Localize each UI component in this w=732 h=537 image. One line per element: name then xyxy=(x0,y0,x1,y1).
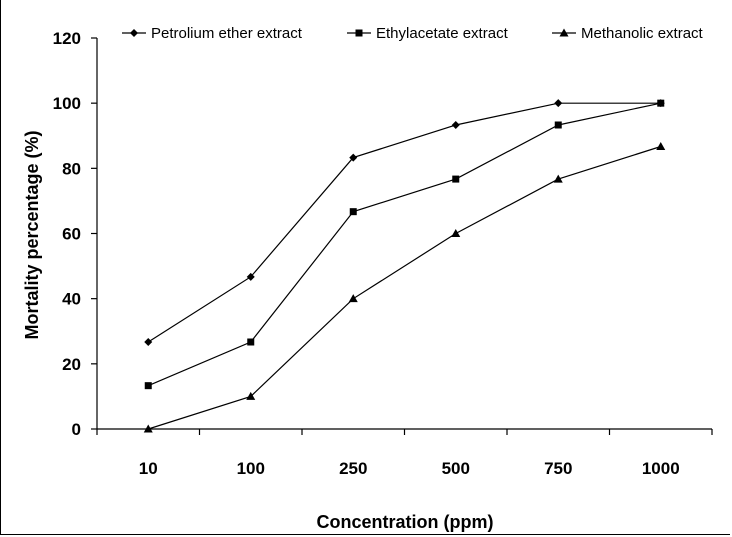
y-tick-label: 100 xyxy=(53,94,81,113)
data-point-2-3 xyxy=(451,229,461,237)
x-tick-label: 100 xyxy=(237,459,265,478)
data-point-1-2 xyxy=(349,208,357,216)
x-tick-label: 250 xyxy=(339,459,367,478)
data-point-0-0 xyxy=(144,338,153,347)
series-line-1 xyxy=(148,102,661,387)
y-tick-label: 0 xyxy=(72,420,81,439)
data-point-1-0 xyxy=(144,382,152,390)
legend: Petrolium ether extract Ethylacetate extr… xyxy=(122,25,704,42)
legend-label-2: Methanolic extract xyxy=(581,25,704,42)
axes xyxy=(96,38,712,430)
x-tick-label: 500 xyxy=(442,459,470,478)
data-point-1-4 xyxy=(554,121,562,129)
data-point-1-1 xyxy=(247,338,255,346)
y-tick-label: 40 xyxy=(62,290,81,309)
y-axis-ticks: 0 20 40 60 80 100 120 xyxy=(53,29,97,439)
x-axis-ticks: 10 100 250 500 750 1000 xyxy=(96,429,713,478)
data-point-2-0 xyxy=(143,424,153,433)
x-tick-label: 10 xyxy=(139,459,158,478)
legend-marker-0 xyxy=(130,29,138,37)
data-point-2-5 xyxy=(656,142,666,151)
y-tick-label: 120 xyxy=(53,29,81,48)
y-tick-label: 60 xyxy=(62,225,81,244)
data-point-0-1 xyxy=(246,272,255,281)
data-point-2-2 xyxy=(348,294,358,303)
data-point-2-4 xyxy=(553,174,563,183)
series-line-2 xyxy=(148,145,661,430)
y-axis-label: Mortality percentage (%) xyxy=(22,130,42,339)
x-axis-label: Concentration (ppm) xyxy=(317,512,494,532)
legend-label-0: Petrolium ether extract xyxy=(151,25,303,42)
data-point-2-1 xyxy=(246,391,256,400)
data-point-1-5 xyxy=(657,99,665,107)
data-point-0-4 xyxy=(554,99,563,108)
legend-label-1: Ethylacetate extract xyxy=(376,25,509,42)
y-tick-label: 20 xyxy=(62,355,81,374)
series-markers xyxy=(143,99,666,433)
series-line-0 xyxy=(147,102,661,343)
x-tick-label: 1000 xyxy=(642,459,680,478)
data-point-0-3 xyxy=(451,120,460,129)
legend-marker-1 xyxy=(355,29,363,37)
x-tick-label: 750 xyxy=(544,459,572,478)
data-point-1-3 xyxy=(452,175,460,183)
legend-marker-2 xyxy=(559,28,569,37)
series-lines xyxy=(147,102,661,430)
data-point-0-2 xyxy=(349,153,358,162)
y-tick-label: 80 xyxy=(62,159,81,178)
